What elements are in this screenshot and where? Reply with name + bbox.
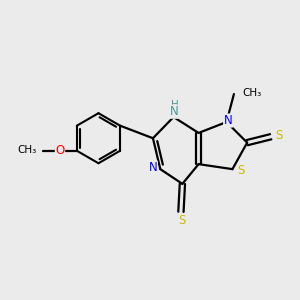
Text: H: H: [171, 100, 178, 110]
Text: S: S: [275, 129, 283, 142]
Text: CH₃: CH₃: [17, 145, 37, 155]
Text: N: N: [148, 161, 157, 174]
Text: S: S: [178, 214, 185, 226]
Text: N: N: [170, 105, 179, 118]
Text: CH₃: CH₃: [242, 88, 261, 98]
Text: N: N: [224, 114, 233, 127]
Text: S: S: [238, 164, 245, 177]
Text: O: O: [56, 144, 64, 157]
